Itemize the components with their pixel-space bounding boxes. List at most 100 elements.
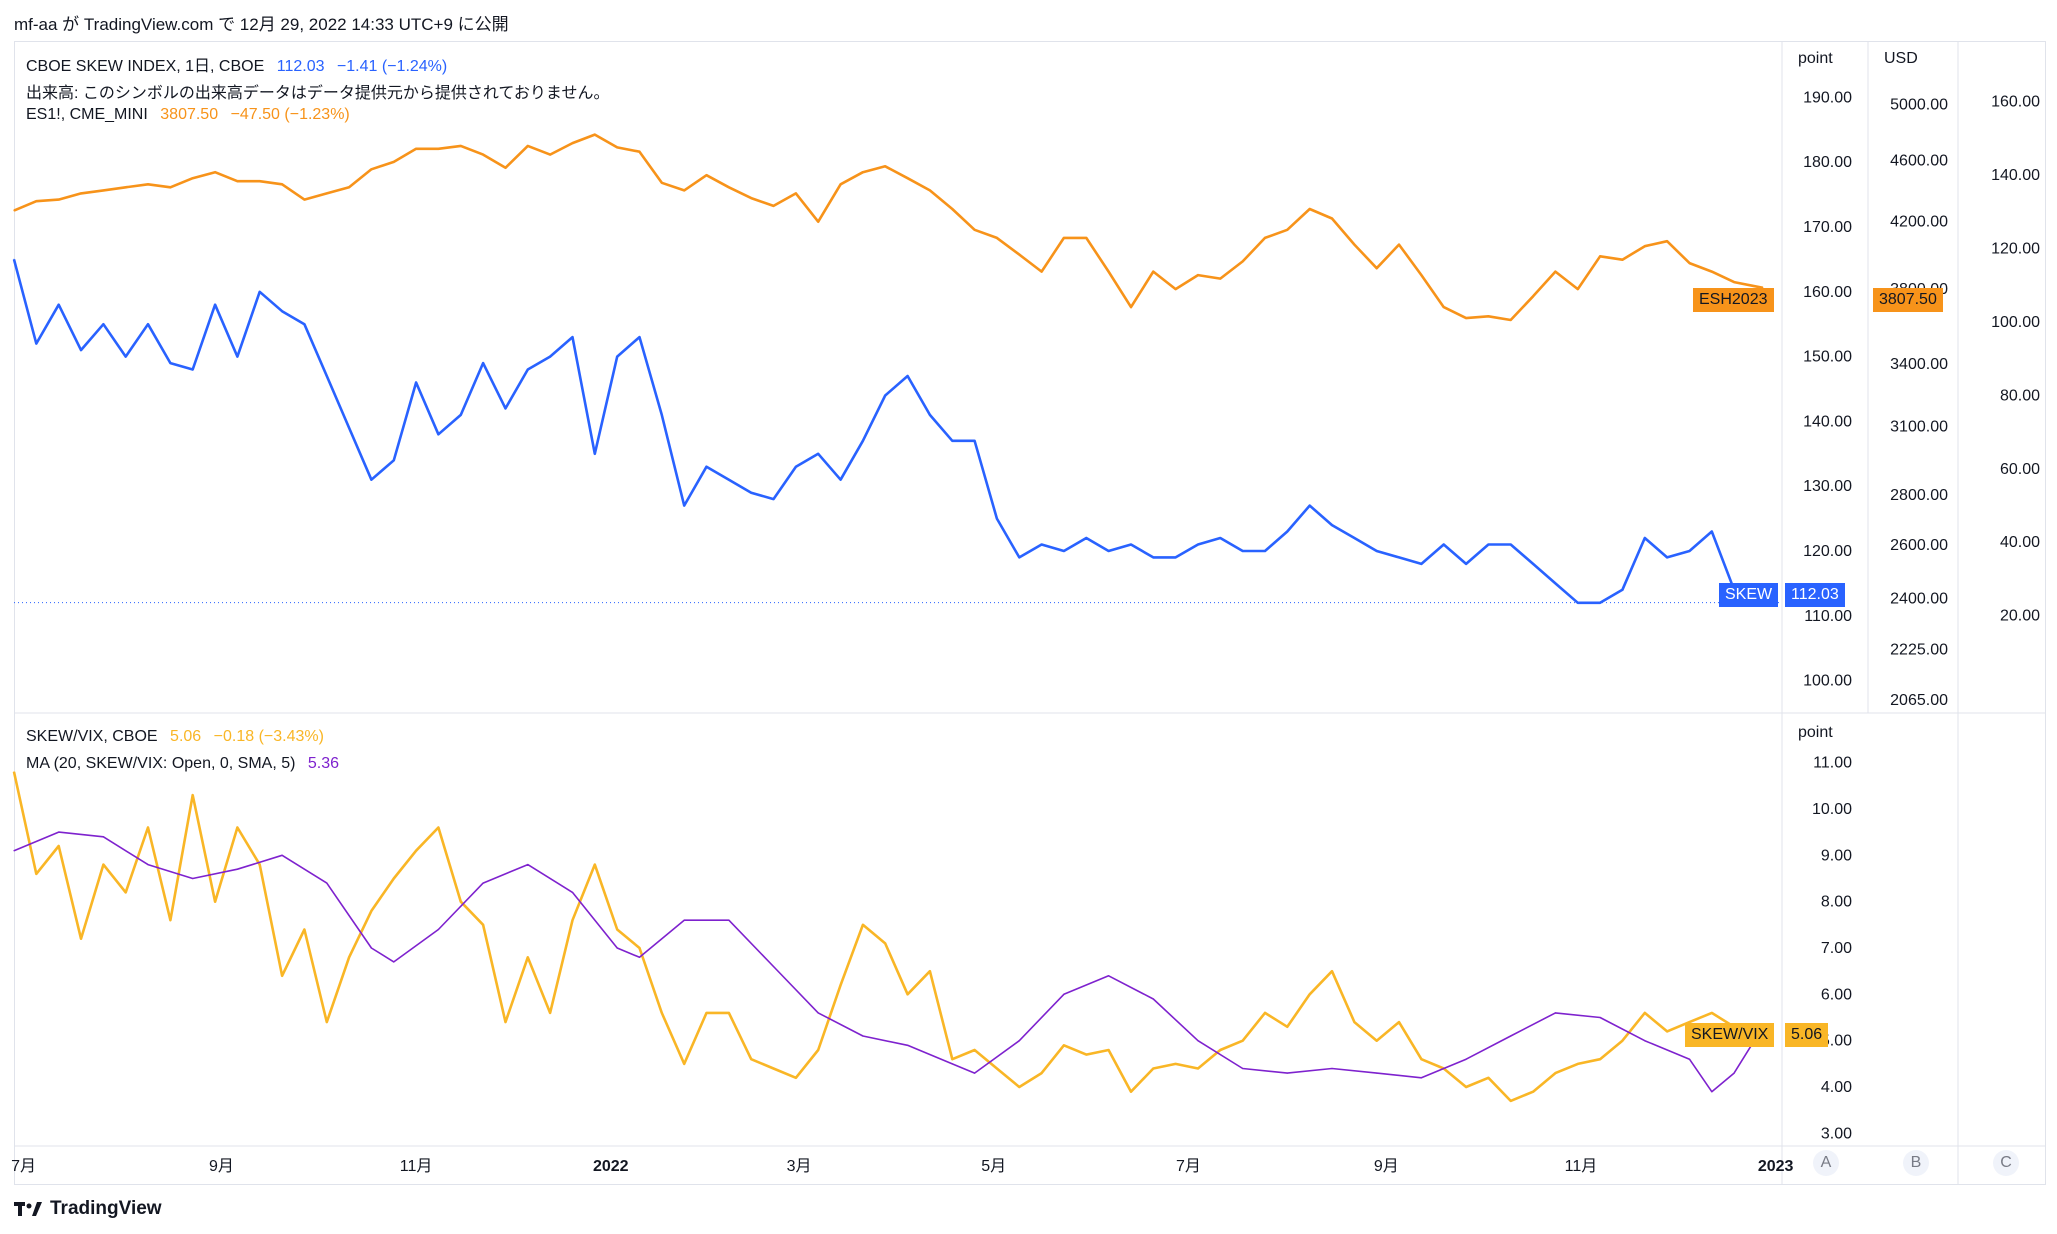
data-point [259,291,261,293]
data-point [1264,1012,1266,1014]
data-point [571,336,574,338]
scale-button-c[interactable]: C [1993,1150,2019,1176]
axis-tick-label: 4600.00 [1890,152,1948,169]
data-point [1599,1016,1601,1019]
publish-header: mf-aa が TradingView.com で 12月 29, 2022 1… [14,15,509,34]
data-point [929,414,931,416]
data-point [147,183,149,185]
legend-ratio[interactable]: SKEW/VIX, CBOE 5.06 −0.18 (−3.43%) [26,728,332,746]
footer-brand[interactable]: TradingView [14,1198,162,1220]
axis-tick-label: 10.00 [1812,801,1852,818]
data-point [884,394,886,397]
data-point [370,947,372,949]
data-point [1644,1040,1646,1042]
scale-button-b[interactable]: B [1903,1150,1929,1176]
axis-tick-label: 11.00 [1813,755,1852,772]
data-point [527,956,529,958]
data-point [348,186,350,188]
data-point [1688,262,1691,264]
legend-ma-symbol: MA (20, SKEW/VIX: Open, 0, SMA, 5) [26,755,296,772]
series-line-1-1[interactable] [13,831,1764,1093]
series-line-0-0[interactable] [12,259,1764,605]
data-point [415,850,417,852]
data-point [750,1058,752,1060]
data-point [1465,563,1467,565]
x-tick-label: 11月 [400,1158,433,1175]
data-point [1197,1040,1199,1042]
data-point [482,362,484,364]
chart-frame [14,41,2046,1185]
data-point [1331,1067,1333,1070]
data-point [13,850,15,852]
data-point [1688,1021,1691,1023]
data-point [772,498,775,500]
axis-tick-label: 60.00 [2000,461,2040,478]
data-point [884,942,886,945]
axis-tick-label: 190.00 [1803,89,1852,106]
axis-tick-label: 120.00 [1803,543,1852,560]
legend-es-price: 3807.50 [160,106,219,123]
data-point [1331,524,1333,526]
data-point [35,200,37,202]
data-point [147,826,149,829]
data-point [1711,530,1713,533]
data-point [460,901,462,903]
skew-value-tag: 112.03 [1785,583,1845,607]
axis-tick-label: 130.00 [1803,478,1852,495]
axis-tick-label: 2065.00 [1890,692,1948,709]
axis-tick-label: 180.00 [1803,154,1852,171]
data-point [236,180,238,182]
data-point [1443,543,1445,546]
data-point [58,199,60,201]
data-point [1532,295,1534,297]
axis-tick-label: 80.00 [2000,387,2040,404]
footer-brand-text: TradingView [50,1198,162,1219]
data-point [1353,244,1355,246]
legend-es[interactable]: ES1!, CME_MINI 3807.50 −47.50 (−1.23%) [26,106,358,124]
data-point [1130,1091,1132,1093]
data-point [1599,602,1601,604]
data-point [1108,975,1110,977]
data-point [58,304,60,306]
legend-skew[interactable]: CBOE SKEW INDEX, 1日, CBOE 112.03 −1.41 (… [26,52,455,76]
data-point [102,323,104,325]
data-point [795,1077,797,1079]
data-point [281,854,283,856]
axis-tick-label: 2600.00 [1890,537,1948,554]
series-line-1-0[interactable] [12,771,1764,1103]
grid [14,41,2046,1185]
data-point [326,375,328,377]
data-point [1420,1058,1422,1060]
legend-ma[interactable]: MA (20, SKEW/VIX: Open, 0, SMA, 5) 5.36 [26,755,347,773]
data-point [1554,1072,1556,1074]
data-point [281,975,283,977]
data-point [1398,244,1400,246]
data-point [482,154,484,156]
data-point [460,414,462,416]
legend-skew-symbol: CBOE SKEW INDEX, 1日, CBOE [26,58,265,75]
axis-tick-label: 100.00 [1991,314,2040,331]
series-line-0-1[interactable] [13,133,1764,322]
data-point [996,518,998,520]
data-point [326,192,328,194]
data-point [348,427,350,429]
data-point [1465,317,1467,319]
data-point [1286,1072,1288,1074]
scale-button-a[interactable]: A [1813,1150,1839,1176]
data-point [683,1063,685,1065]
data-point [705,174,708,176]
axis-tick-label: 5.00 [1821,1033,1852,1050]
data-point [13,771,15,773]
data-point [1376,1072,1378,1074]
data-point [1353,1021,1355,1023]
es-value-tag: 3807.50 [1873,288,1943,312]
axis-tick-label: 4200.00 [1890,214,1948,231]
axis-tick-label: 3100.00 [1890,418,1948,435]
data-point [1286,530,1288,533]
data-point [147,864,149,866]
data-point [1532,1091,1534,1093]
data-point [772,1067,775,1070]
data-point [1219,1049,1221,1051]
axis-tick-label: 3.00 [1821,1125,1852,1142]
